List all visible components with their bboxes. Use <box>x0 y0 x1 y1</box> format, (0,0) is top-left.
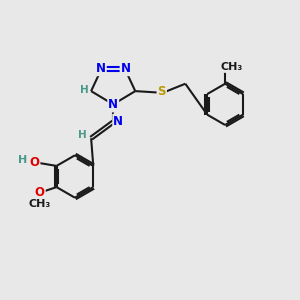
Text: CH₃: CH₃ <box>220 62 243 72</box>
Text: N: N <box>121 62 130 75</box>
Text: O: O <box>35 186 45 199</box>
Text: N: N <box>108 98 118 111</box>
Text: S: S <box>158 85 166 98</box>
Text: CH₃: CH₃ <box>28 199 51 209</box>
Text: H: H <box>80 85 89 95</box>
Text: O: O <box>29 156 40 169</box>
Text: N: N <box>96 62 106 75</box>
Text: H: H <box>78 130 87 140</box>
Text: H: H <box>18 155 27 165</box>
Text: N: N <box>113 115 123 128</box>
